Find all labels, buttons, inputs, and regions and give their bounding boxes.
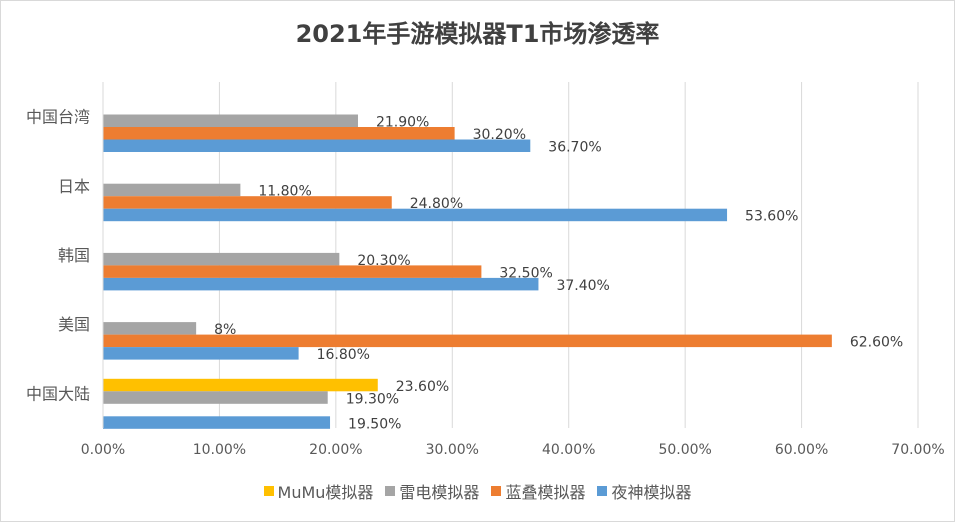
category-label: 中国大陆 <box>26 384 90 403</box>
data-label: 11.80% <box>258 184 311 200</box>
legend-label: 夜神模拟器 <box>611 483 692 502</box>
bar <box>103 391 328 404</box>
data-label: 19.30% <box>346 391 399 407</box>
legend-item: 蓝叠模拟器 <box>491 479 585 503</box>
x-tick-label: 30.00% <box>426 442 479 458</box>
data-label: 36.70% <box>548 140 601 156</box>
data-label: 8% <box>214 322 236 338</box>
chart-legend: MuMu模拟器 雷电模拟器 蓝叠模拟器 夜神模拟器 <box>0 479 955 503</box>
bar <box>103 114 358 127</box>
bar <box>103 416 331 429</box>
legend-label: 雷电模拟器 <box>399 483 480 502</box>
x-tick-label: 70.00% <box>891 442 944 458</box>
legend-swatch <box>491 486 502 496</box>
bar <box>103 183 241 197</box>
data-label: 62.60% <box>850 335 903 351</box>
bar <box>103 139 531 152</box>
legend-swatch <box>263 486 274 496</box>
bar <box>103 196 392 209</box>
data-label: 20.30% <box>357 253 410 269</box>
legend-item: 雷电模拟器 <box>385 479 479 503</box>
category-label: 中国台湾 <box>26 108 90 127</box>
bar <box>103 334 832 348</box>
data-label: 32.50% <box>499 265 552 281</box>
bar <box>103 265 482 278</box>
x-tick-label: 20.00% <box>309 442 362 458</box>
bar <box>103 208 728 222</box>
legend-swatch <box>597 486 608 496</box>
x-tick-label: 50.00% <box>658 442 711 458</box>
legend-label: MuMu模拟器 <box>277 483 374 502</box>
bar <box>103 127 455 140</box>
x-tick-label: 40.00% <box>542 442 595 458</box>
bar <box>103 378 378 392</box>
data-label: 16.80% <box>317 347 370 363</box>
bar <box>103 322 197 335</box>
legend-item: 夜神模拟器 <box>597 479 691 503</box>
bar <box>103 277 539 291</box>
data-label: 37.40% <box>556 278 609 294</box>
bar <box>103 347 299 360</box>
data-label: 53.60% <box>745 209 798 225</box>
data-label: 21.90% <box>376 115 429 131</box>
data-label: 30.20% <box>473 127 526 143</box>
legend-item: MuMu模拟器 <box>263 479 374 503</box>
x-tick-label: 60.00% <box>775 442 828 458</box>
data-label: 23.60% <box>396 379 449 395</box>
category-label: 日本 <box>58 177 90 196</box>
x-tick-label: 0.00% <box>81 442 125 458</box>
legend-label: 蓝叠模拟器 <box>505 483 586 502</box>
legend-swatch <box>385 486 396 496</box>
category-label: 韩国 <box>58 246 90 265</box>
bar <box>103 252 340 266</box>
data-label: 19.50% <box>348 416 401 432</box>
chart-title: 2021年手游模拟器T1市场渗透率 <box>295 20 660 48</box>
category-label: 美国 <box>58 315 90 334</box>
x-tick-label: 10.00% <box>193 442 246 458</box>
data-label: 24.80% <box>410 196 463 212</box>
